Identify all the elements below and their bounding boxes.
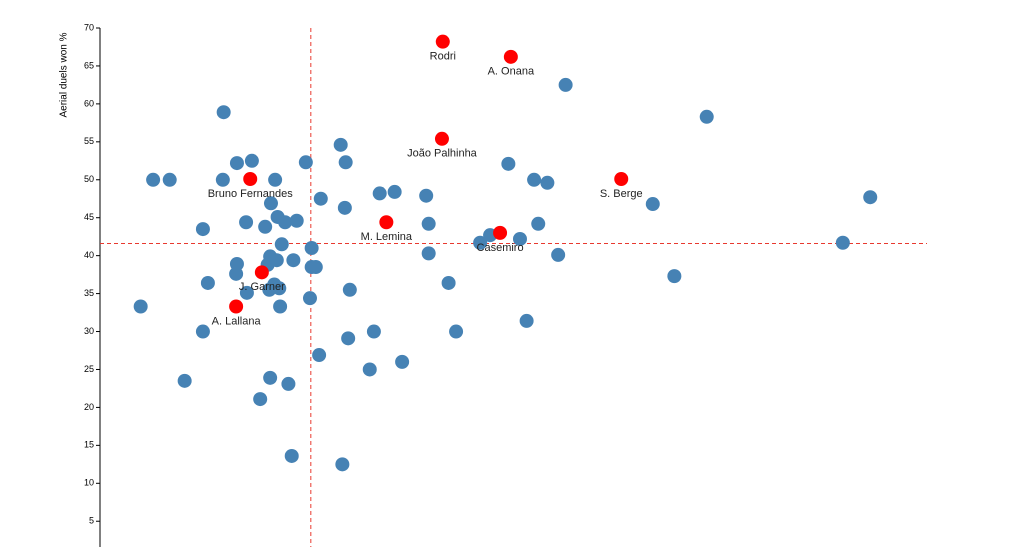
point: [395, 354, 410, 369]
point: [284, 448, 299, 463]
point: [342, 282, 357, 297]
y-tick-label: 40: [84, 250, 94, 260]
point: [863, 190, 878, 205]
point-label: Bruno Fernandes: [208, 188, 293, 200]
point: [162, 172, 177, 187]
y-tick-label: 20: [84, 402, 94, 412]
point: [540, 175, 555, 190]
point: [338, 155, 353, 170]
point: [258, 219, 273, 234]
y-tick-label: 50: [84, 174, 94, 184]
point: [449, 324, 464, 339]
highlighted-point: [434, 131, 449, 146]
y-tick-label: 70: [84, 22, 94, 32]
point: [253, 392, 268, 407]
highlighted-point: [503, 49, 518, 64]
y-tick-label: 5: [89, 516, 94, 526]
point: [366, 324, 381, 339]
point: [304, 241, 319, 256]
point: [421, 216, 436, 231]
point-label: M. Lemina: [361, 231, 413, 243]
point: [273, 299, 288, 314]
point: [262, 282, 277, 297]
point-label: S. Berge: [600, 188, 643, 200]
point: [421, 246, 436, 261]
point: [501, 156, 516, 171]
point: [337, 200, 352, 215]
point: [263, 370, 278, 385]
point: [667, 269, 682, 284]
point: [244, 153, 259, 168]
point: [531, 216, 546, 231]
y-tick-label: 30: [84, 326, 94, 336]
highlighted-point: [614, 172, 629, 187]
point: [239, 215, 254, 230]
point-label: A. Onana: [488, 66, 535, 78]
y-tick-label: 55: [84, 136, 94, 146]
point: [473, 235, 488, 250]
point: [835, 235, 850, 250]
highlighted-point: [493, 225, 508, 240]
y-tick-label: 25: [84, 364, 94, 374]
point: [195, 222, 210, 237]
point: [302, 291, 317, 306]
point: [372, 186, 387, 201]
highlighted-point: [379, 215, 394, 230]
point: [286, 253, 301, 268]
point: [519, 313, 534, 328]
point-label: João Palhinha: [407, 148, 478, 160]
point: [215, 172, 230, 187]
point: [699, 109, 714, 124]
point: [278, 215, 293, 230]
point: [512, 231, 527, 246]
point: [229, 266, 244, 281]
point: [229, 156, 244, 171]
y-axis-label: Aerial duels won %: [59, 32, 70, 117]
y-tick-label: 60: [84, 98, 94, 108]
highlighted-point: [435, 34, 450, 49]
point: [281, 376, 296, 391]
point: [645, 197, 660, 212]
y-tick-label: 10: [84, 478, 94, 488]
highlighted-point: [243, 172, 258, 187]
point: [341, 331, 356, 346]
point: [268, 172, 283, 187]
point: [263, 196, 278, 211]
point-label: Casemiro: [477, 242, 524, 254]
point: [387, 184, 402, 199]
point: [313, 191, 328, 206]
point: [298, 155, 313, 170]
point: [527, 172, 542, 187]
point: [216, 105, 231, 120]
point: [239, 285, 254, 300]
point-label: A. Lallana: [212, 315, 262, 327]
point: [362, 362, 377, 377]
y-tick-label: 45: [84, 212, 94, 222]
point-label: J. Garner: [239, 281, 285, 293]
point: [308, 260, 323, 275]
point: [200, 275, 215, 290]
point: [333, 137, 348, 152]
highlighted-point: [229, 299, 244, 314]
point: [195, 324, 210, 339]
point: [551, 247, 566, 262]
y-tick-label: 35: [84, 288, 94, 298]
point: [133, 299, 148, 314]
point: [177, 373, 192, 388]
point: [441, 275, 456, 290]
point: [558, 77, 573, 92]
point: [312, 348, 327, 363]
point: [269, 253, 284, 268]
point-label: Rodri: [430, 51, 456, 63]
highlighted-point: [254, 265, 269, 280]
point: [419, 188, 434, 203]
point: [274, 237, 289, 252]
y-tick-label: 65: [84, 60, 94, 70]
point: [146, 172, 161, 187]
y-tick-label: 15: [84, 440, 94, 450]
point: [289, 213, 304, 228]
point: [335, 457, 350, 472]
